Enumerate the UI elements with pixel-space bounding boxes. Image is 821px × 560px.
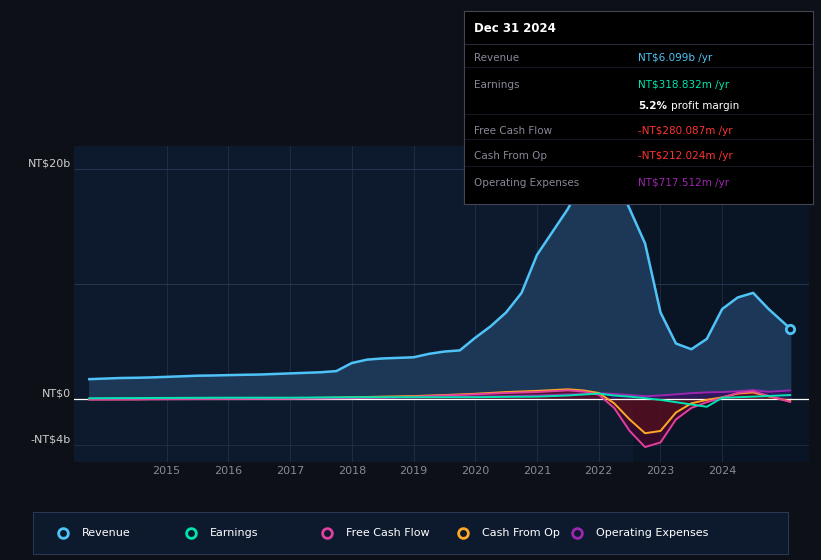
Text: Operating Expenses: Operating Expenses [595, 529, 708, 538]
Text: 2016: 2016 [214, 466, 242, 476]
Text: Free Cash Flow: Free Cash Flow [346, 529, 430, 538]
Text: 2020: 2020 [461, 466, 489, 476]
Text: NT$6.099b /yr: NT$6.099b /yr [639, 53, 713, 63]
Text: 2018: 2018 [337, 466, 366, 476]
Text: 5.2%: 5.2% [639, 101, 667, 111]
Text: 2022: 2022 [585, 466, 613, 476]
Text: -NT$280.087m /yr: -NT$280.087m /yr [639, 126, 733, 136]
Text: Cash From Op: Cash From Op [475, 151, 548, 161]
Text: 2015: 2015 [153, 466, 181, 476]
Text: NT$0: NT$0 [42, 389, 71, 399]
Text: 2019: 2019 [399, 466, 428, 476]
Bar [633, 146, 809, 462]
Text: Free Cash Flow: Free Cash Flow [475, 126, 553, 136]
Text: 2023: 2023 [646, 466, 675, 476]
Text: profit margin: profit margin [672, 101, 740, 111]
Text: -NT$212.024m /yr: -NT$212.024m /yr [639, 151, 733, 161]
Text: 2017: 2017 [276, 466, 304, 476]
Text: Revenue: Revenue [82, 529, 131, 538]
Text: NT$318.832m /yr: NT$318.832m /yr [639, 80, 729, 90]
Text: 2024: 2024 [708, 466, 736, 476]
Text: Dec 31 2024: Dec 31 2024 [475, 22, 556, 35]
Text: NT$717.512m /yr: NT$717.512m /yr [639, 178, 729, 188]
Text: Earnings: Earnings [475, 80, 520, 90]
Text: NT$20b: NT$20b [28, 158, 71, 169]
Text: Revenue: Revenue [475, 53, 520, 63]
Text: Earnings: Earnings [210, 529, 259, 538]
Text: 2021: 2021 [523, 466, 551, 476]
Text: Cash From Op: Cash From Op [482, 529, 560, 538]
Text: Operating Expenses: Operating Expenses [475, 178, 580, 188]
Text: -NT$4b: -NT$4b [30, 435, 71, 445]
